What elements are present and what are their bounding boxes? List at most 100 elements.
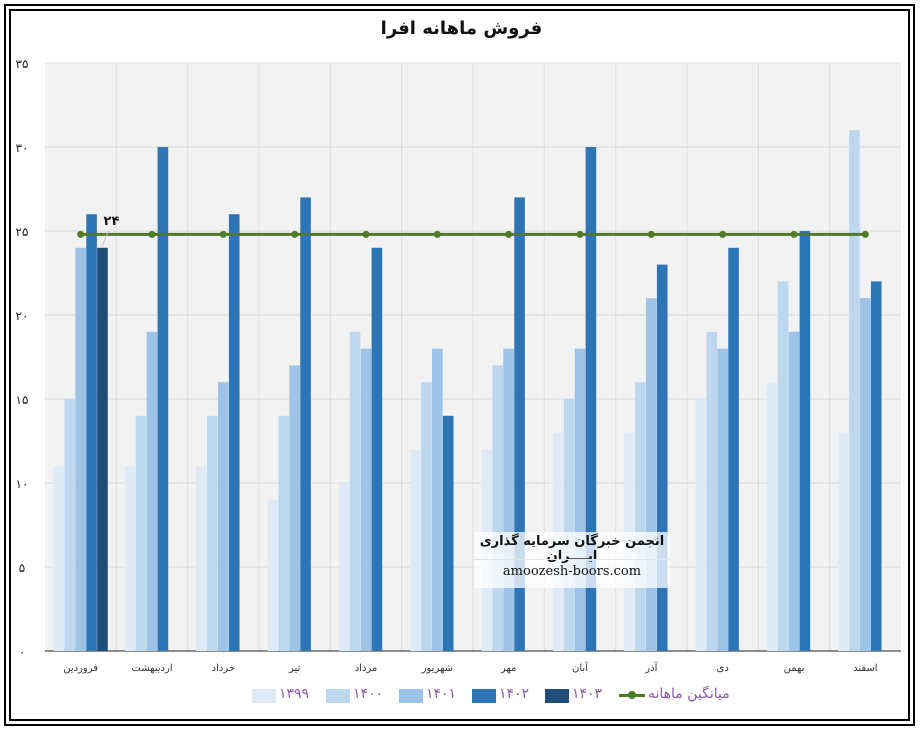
legend-swatch	[326, 689, 350, 703]
average-marker	[719, 230, 727, 238]
bar	[97, 247, 108, 652]
average-marker	[505, 230, 513, 238]
legend-label: ۱۴۰۳	[572, 686, 603, 702]
bar	[656, 264, 668, 651]
bar	[860, 298, 871, 651]
bar	[289, 365, 300, 651]
bar	[646, 298, 657, 651]
bar	[574, 348, 586, 651]
x-tick-label: بهمن	[784, 663, 805, 674]
x-tick-label: دی	[717, 663, 729, 674]
y-tick-label: ۰	[19, 645, 25, 659]
bar	[492, 365, 504, 651]
watermark: انجمن خبرگان سرمایه گذاری ایــــران amoo…	[474, 532, 670, 588]
bar	[728, 247, 739, 652]
y-tick-label: ۱۵	[16, 393, 29, 407]
watermark-divider	[474, 559, 670, 560]
bar	[706, 331, 718, 651]
bar	[799, 231, 811, 651]
average-marker	[362, 230, 370, 238]
bar	[124, 466, 136, 651]
x-tick-label: مهر	[500, 663, 516, 674]
y-tick-label: ۳۵	[16, 57, 29, 71]
bar	[267, 499, 279, 651]
legend-label: ۱۴۰۱	[426, 686, 457, 702]
bar	[278, 415, 290, 651]
legend: ۱۳۹۹ ۱۴۰۰ ۱۴۰۱ ۱۴۰۲ ۱۴۰۳ میانگین ماهانه	[0, 686, 923, 706]
bar	[585, 147, 597, 651]
data-label-leader	[102, 230, 109, 246]
bar	[146, 331, 158, 651]
watermark-url: amoozesh-boors.com	[502, 564, 642, 579]
average-marker	[148, 230, 156, 238]
bar	[432, 348, 443, 651]
average-marker	[291, 230, 299, 238]
bar	[849, 130, 860, 651]
bar	[86, 214, 97, 651]
data-label: ۲۴	[104, 214, 120, 229]
legend-label: ۱۳۹۹	[279, 686, 310, 702]
x-tick-label: مرداد	[355, 663, 378, 674]
legend-label: ۱۴۰۰	[353, 686, 384, 702]
legend-swatch	[399, 689, 423, 703]
bar	[360, 348, 372, 651]
bar	[349, 331, 361, 651]
bar	[338, 483, 350, 651]
bar	[421, 382, 432, 651]
bar	[788, 331, 800, 651]
bar	[371, 247, 383, 652]
x-tick-label: تیر	[288, 663, 301, 674]
average-marker	[433, 230, 441, 238]
legend-swatch	[545, 689, 569, 703]
legend-marker	[628, 691, 636, 699]
bar	[717, 348, 728, 651]
bar	[135, 415, 147, 651]
bar	[410, 449, 421, 651]
average-marker	[576, 230, 584, 238]
bar	[442, 415, 454, 651]
x-tick-label: اسفند	[853, 663, 877, 674]
bar	[514, 197, 525, 651]
bar	[196, 466, 207, 651]
x-tick-label: خرداد	[212, 663, 235, 674]
x-tick-label: شهریور	[421, 663, 453, 674]
bar	[695, 399, 707, 651]
bar	[75, 247, 86, 652]
average-marker	[790, 230, 798, 238]
bar	[300, 197, 311, 651]
bar	[766, 382, 778, 651]
bar	[207, 415, 218, 651]
bar	[218, 382, 229, 651]
inner-frame	[9, 9, 910, 721]
y-tick-label: ۲۵	[16, 225, 29, 239]
bar	[635, 382, 646, 651]
average-marker	[219, 230, 227, 238]
bar	[838, 432, 849, 651]
x-tick-label: فروردین	[63, 663, 98, 674]
watermark-title: انجمن خبرگان سرمایه گذاری ایــــران	[479, 534, 665, 564]
y-tick-label: ۱۰	[16, 477, 29, 491]
legend-swatch	[619, 691, 645, 699]
legend-label: ۱۴۰۲	[499, 686, 530, 702]
bar	[870, 281, 882, 651]
bar	[777, 281, 789, 651]
average-marker	[77, 230, 85, 238]
legend-swatch	[472, 689, 496, 703]
legend-swatch	[252, 689, 276, 703]
x-tick-label: آبان	[572, 661, 589, 674]
average-marker	[647, 230, 655, 238]
outer-frame	[4, 4, 915, 726]
legend-label: میانگین ماهانه	[648, 686, 730, 702]
y-tick-label: ۳۰	[16, 141, 29, 155]
bar	[563, 399, 575, 651]
bar	[228, 214, 240, 651]
bar	[503, 348, 514, 651]
bar	[53, 466, 65, 651]
y-tick-label: ۵	[19, 561, 25, 575]
y-tick-label: ۲۰	[16, 309, 29, 323]
average-marker	[861, 230, 869, 238]
x-tick-label: اردیبهشت	[131, 663, 172, 674]
x-tick-label: آذر	[644, 661, 658, 674]
chart-title: فروش ماهانه افرا	[380, 18, 543, 39]
